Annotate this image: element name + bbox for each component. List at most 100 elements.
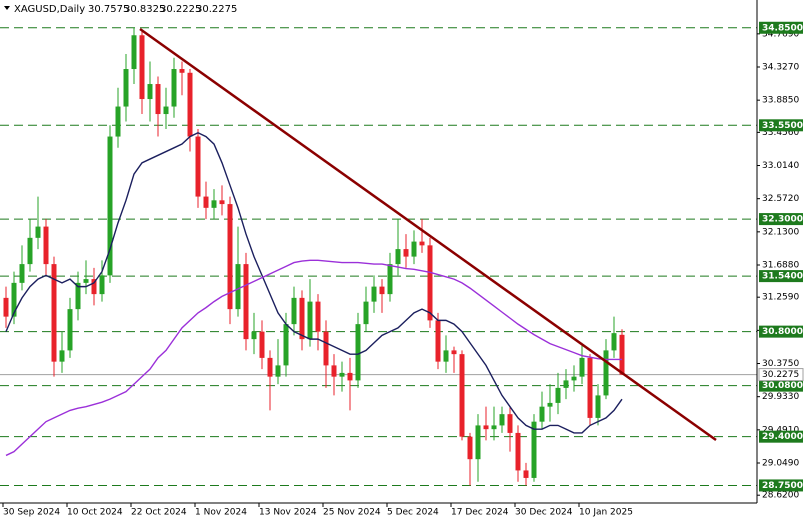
y-tick-label: 33.8850 [762, 96, 799, 106]
candle-body [499, 414, 505, 426]
candle-body [195, 136, 201, 197]
level-label: 34.8500 [762, 23, 803, 33]
candle-body [147, 84, 153, 100]
moving-average [5, 132, 623, 434]
level-label-box [759, 430, 803, 443]
y-tick-label: 32.5720 [762, 194, 799, 204]
candle-body [275, 365, 281, 377]
candle-body [443, 350, 449, 362]
candle-body [163, 106, 169, 115]
candle-body [211, 200, 217, 208]
candle-body [555, 387, 561, 403]
candle-body [419, 241, 425, 246]
header-high: 30.8325 [124, 4, 165, 15]
candle-body [219, 200, 225, 205]
candle-body [227, 204, 233, 310]
candle-body [139, 35, 145, 100]
candle-body [83, 279, 89, 283]
candle-body [243, 264, 249, 340]
candle-body [363, 301, 369, 325]
candle-body [307, 301, 313, 340]
candle-body [611, 333, 617, 351]
candle-body [515, 432, 521, 471]
y-tick-label: 29.9330 [762, 392, 799, 402]
y-tick-label: 28.6200 [762, 491, 799, 501]
candle-body [315, 301, 321, 332]
y-tick-label: 29.0490 [762, 459, 799, 469]
y-tick-label: 29.4910 [762, 425, 799, 435]
y-tick-label: 33.0140 [762, 161, 799, 171]
candle-body [35, 226, 41, 238]
candle-body [115, 106, 121, 137]
candle-body [299, 297, 305, 340]
header-open: 30.7575 [88, 4, 129, 15]
level-label-box [759, 479, 803, 492]
candle-body [523, 470, 529, 478]
level-label-box [759, 119, 803, 132]
y-tick-label: 31.6880 [762, 261, 799, 271]
x-tick-label: 22 Oct 2024 [131, 508, 187, 518]
candle-body [331, 365, 337, 377]
candle-body [19, 264, 25, 283]
candle-body [171, 69, 177, 107]
candle-body [3, 297, 9, 317]
candle-body [355, 324, 361, 381]
candle-body [547, 402, 553, 407]
candle-body [155, 84, 161, 115]
y-tick-label: 32.1300 [762, 227, 799, 237]
candle-body [467, 436, 473, 460]
candle-body [395, 249, 401, 265]
candle-body [411, 241, 417, 257]
candle-body [483, 425, 489, 430]
last-price-label: 30.2275 [762, 370, 799, 380]
x-tick-label: 1 Nov 2024 [195, 508, 247, 518]
level-label-box [759, 379, 803, 392]
candle-body [267, 357, 273, 377]
candle-body [507, 414, 513, 433]
candle-body [203, 196, 209, 208]
x-tick-label: 5 Dec 2024 [387, 508, 439, 518]
plot-area [0, 27, 757, 486]
candle-body [187, 72, 193, 137]
candle-body [51, 264, 57, 362]
candle-body [475, 425, 481, 460]
x-tick-label: 25 Nov 2024 [323, 508, 381, 518]
candle-body [387, 264, 393, 295]
level-label-box [759, 270, 803, 283]
trend-line [139, 27, 717, 442]
level-label: 28.7500 [762, 481, 803, 491]
candle-body [75, 282, 81, 310]
level-label: 32.3000 [762, 215, 803, 225]
candle-body [459, 354, 465, 437]
x-tick-label: 10 Jan 2025 [579, 508, 633, 518]
level-label: 31.5400 [762, 272, 803, 282]
candle-body [451, 350, 457, 355]
candle-body [59, 350, 65, 362]
candle-body [595, 395, 601, 418]
moving-average [5, 259, 622, 457]
y-tick-label: 34.7690 [762, 29, 799, 39]
last-price-box [758, 368, 804, 382]
level-label: 30.8000 [762, 327, 803, 337]
level-label: 30.0800 [762, 381, 803, 391]
x-tick-label: 30 Sep 2024 [3, 508, 60, 518]
level-label-box [759, 325, 803, 338]
level-label: 29.4000 [762, 432, 803, 442]
candle-body [435, 320, 441, 362]
candle-body [563, 380, 569, 388]
candle-body [107, 136, 113, 276]
candle-body [11, 282, 17, 317]
y-tick-label: 34.3270 [762, 63, 799, 73]
candle-body [579, 357, 585, 377]
candle-body [491, 425, 497, 430]
candle-body [403, 249, 409, 257]
menu-arrow[interactable] [4, 6, 10, 10]
header-close: 30.2275 [196, 4, 237, 15]
candle-body [571, 376, 577, 381]
candle-body [259, 331, 265, 358]
candle-body [99, 275, 105, 295]
y-tick-label: 31.2590 [762, 293, 799, 303]
candle-body [603, 350, 609, 396]
x-tick-label: 10 Oct 2024 [67, 508, 123, 518]
